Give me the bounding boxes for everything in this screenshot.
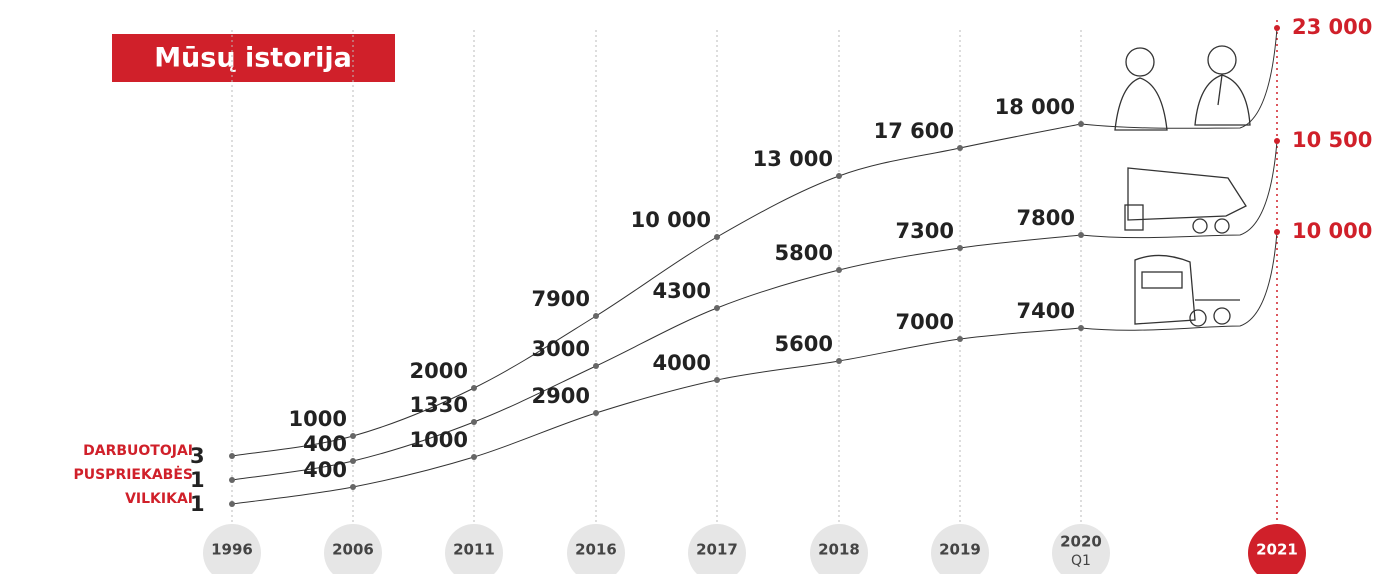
point (1078, 232, 1084, 238)
point (593, 410, 599, 416)
value-label: 17 600 (874, 119, 954, 143)
value-label: 7400 (1017, 299, 1075, 323)
year-circle (1052, 524, 1110, 574)
point (957, 145, 963, 151)
point (1274, 25, 1280, 31)
point (471, 385, 477, 391)
year-circle (810, 524, 868, 574)
year-circle (203, 524, 261, 574)
title: Mūsų istorija (154, 43, 352, 74)
series-name: VILKIKAI (125, 491, 193, 507)
point (593, 363, 599, 369)
year-circle (567, 524, 625, 574)
year-label: 2021 (1256, 541, 1298, 559)
year-circle (445, 524, 503, 574)
year-label: 2016 (575, 541, 617, 559)
value-label: 1 (190, 492, 205, 516)
value-label: 3000 (532, 337, 590, 361)
point (229, 501, 235, 507)
point (350, 484, 356, 490)
people-icon (1114, 45, 1251, 131)
year-circle (931, 524, 989, 574)
point (836, 173, 842, 179)
point (350, 458, 356, 464)
point (957, 245, 963, 251)
year-label: 2019 (939, 541, 981, 559)
point (229, 453, 235, 459)
value-label: 400 (303, 432, 347, 456)
truck-icon (1134, 254, 1240, 327)
value-label: 2900 (532, 384, 590, 408)
value-label: 10 500 (1292, 128, 1372, 152)
value-label: 2000 (410, 359, 468, 383)
point (1274, 138, 1280, 144)
series-line (231, 231, 1278, 505)
series-line (231, 140, 1278, 481)
value-label: 4300 (653, 279, 711, 303)
value-label: 13 000 (753, 147, 833, 171)
year-sub: Q1 (1071, 553, 1091, 569)
year-circle (688, 524, 746, 574)
point (714, 377, 720, 383)
value-label: 10 000 (1292, 219, 1372, 243)
value-label: 400 (303, 458, 347, 482)
year-label: 2017 (696, 541, 738, 559)
title-box (112, 34, 395, 82)
point (714, 234, 720, 240)
value-label: 7300 (896, 219, 954, 243)
value-label: 7800 (1017, 206, 1075, 230)
value-label: 1 (190, 468, 205, 492)
year-label: 2018 (818, 541, 860, 559)
point (471, 454, 477, 460)
year-circle (324, 524, 382, 574)
point (836, 267, 842, 273)
trailer-icon (1124, 167, 1247, 234)
series-name: DARBUOTOJAI (83, 443, 193, 459)
value-label: 1000 (410, 428, 468, 452)
value-label: 7900 (532, 287, 590, 311)
point (1078, 325, 1084, 331)
point (229, 477, 235, 483)
point (593, 313, 599, 319)
year-label: 2011 (453, 541, 495, 559)
value-label: 1000 (289, 407, 347, 431)
point (957, 336, 963, 342)
year-circle (1248, 524, 1306, 574)
point (1078, 121, 1084, 127)
value-label: 3 (190, 444, 205, 468)
point (714, 305, 720, 311)
point (1274, 229, 1280, 235)
value-label: 5800 (775, 241, 833, 265)
year-label: 2020 (1060, 533, 1102, 551)
value-label: 7000 (896, 310, 954, 334)
series-line (231, 27, 1278, 457)
value-label: 4000 (653, 351, 711, 375)
year-label: 1996 (211, 541, 253, 559)
value-label: 1330 (410, 393, 468, 417)
value-label: 5600 (775, 332, 833, 356)
value-label: 10 000 (631, 208, 711, 232)
year-label: 2006 (332, 541, 374, 559)
point (350, 433, 356, 439)
series-name: PUSPRIEKABĖS (73, 466, 193, 483)
value-label: 23 000 (1292, 15, 1372, 39)
point (836, 358, 842, 364)
value-label: 18 000 (995, 95, 1075, 119)
point (471, 419, 477, 425)
